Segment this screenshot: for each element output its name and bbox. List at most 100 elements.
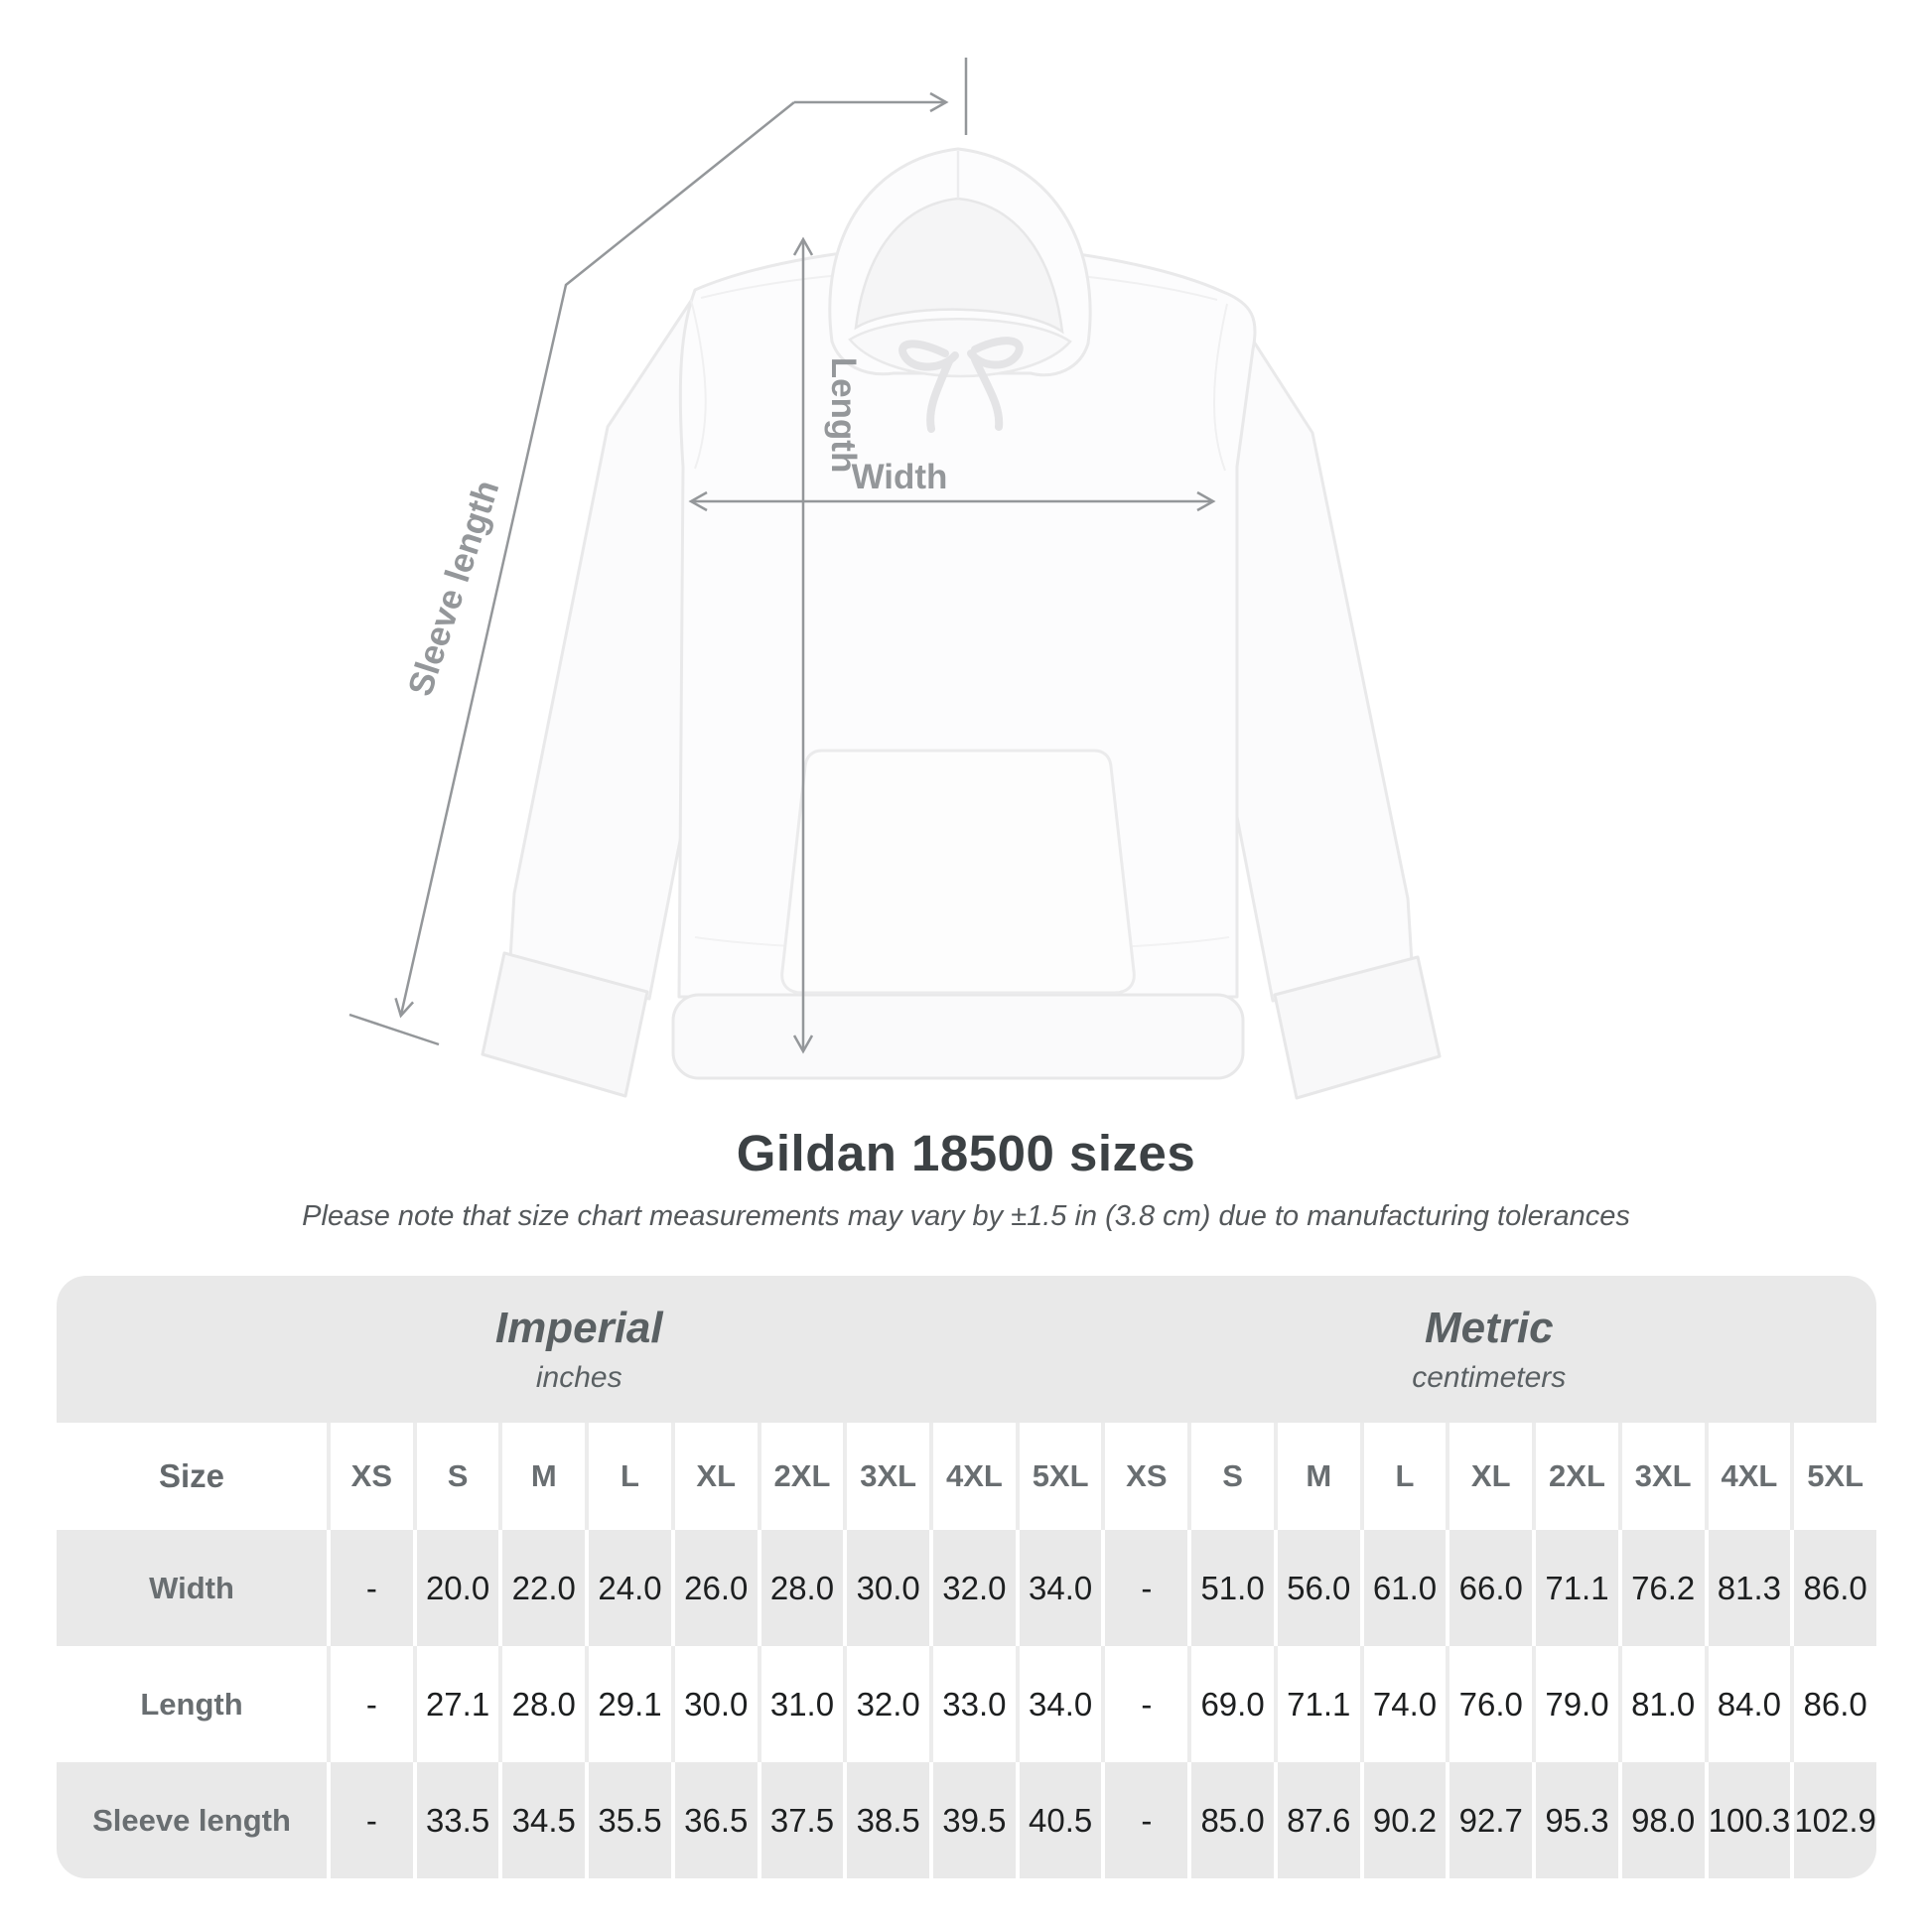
table-row-sleeve-length: Sleeve length -33.5 34.5 35.5 36.5 37.5 38.5 39… — [57, 1762, 1876, 1878]
table-cell: 28.0 — [757, 1530, 844, 1646]
hoodie-illustration: Length Width Sleeve length — [348, 58, 1442, 1100]
size-col-header-metric-3xl: 3XL — [1617, 1423, 1705, 1530]
size-col-header-imperial-4xl: 4XL — [929, 1423, 1016, 1530]
size-col-header-imperial-xl: XL — [670, 1423, 758, 1530]
table-cell: 102.9 — [1790, 1762, 1876, 1878]
left-cuff — [481, 951, 649, 1098]
table-cell: 76.0 — [1446, 1646, 1532, 1762]
table-cell: 28.0 — [498, 1646, 585, 1762]
kangaroo-pocket — [780, 749, 1136, 995]
size-col-header-metric-xs: XS — [1101, 1423, 1187, 1530]
size-col-header-imperial-2xl: 2XL — [757, 1423, 844, 1530]
table-cell: 39.5 — [929, 1762, 1016, 1878]
row-label: Length — [140, 1686, 243, 1722]
table-cell: 86.0 — [1790, 1530, 1876, 1646]
table-cell: 38.5 — [843, 1762, 929, 1878]
tolerance-note: Please note that size chart measurements… — [302, 1200, 1630, 1232]
table-cell: 85.0 — [1187, 1762, 1274, 1878]
table-cell: 81.0 — [1617, 1646, 1705, 1762]
size-col-header-metric-xl: XL — [1446, 1423, 1532, 1530]
size-col-header-imperial-m: M — [498, 1423, 585, 1530]
size-col-header-metric-2xl: 2XL — [1532, 1423, 1618, 1530]
table-cell: - — [1101, 1646, 1187, 1762]
table-cell: 69.0 — [1187, 1646, 1274, 1762]
table-cell: 76.2 — [1617, 1530, 1705, 1646]
length-label: Length — [824, 357, 863, 474]
size-col-header-imperial-l: L — [585, 1423, 671, 1530]
hoodie-garment — [481, 147, 1442, 1100]
cuff-tick — [348, 1013, 440, 1046]
size-col-header-imperial-xs: XS — [327, 1423, 413, 1530]
table-cell: 84.0 — [1704, 1646, 1791, 1762]
title-block: Gildan 18500 sizes Please note that size… — [0, 1124, 1932, 1233]
imperial-group-name: Imperial — [494, 1304, 663, 1352]
table-cell: 34.0 — [1015, 1646, 1102, 1762]
table-cell: 31.0 — [757, 1646, 844, 1762]
width-label: Width — [852, 458, 948, 496]
table-cell: 29.1 — [585, 1646, 671, 1762]
table-cell: - — [327, 1646, 413, 1762]
table-cell: 87.6 — [1273, 1762, 1360, 1878]
metric-group-header: Metric centimeters — [1102, 1276, 1877, 1423]
size-col-header-imperial-3xl: 3XL — [843, 1423, 929, 1530]
table-cell: 32.0 — [843, 1646, 929, 1762]
size-col-header-metric-5xl: 5XL — [1790, 1423, 1876, 1530]
table-cell: 34.5 — [498, 1762, 585, 1878]
table-cell: 36.5 — [670, 1762, 758, 1878]
table-cell: - — [327, 1530, 413, 1646]
table-row-width: Width -20.0 22.0 24.0 26.0 28.0 30.0 32.0 34.0-5… — [57, 1530, 1876, 1646]
table-cell: 33.5 — [412, 1762, 499, 1878]
size-col-header-metric-4xl: 4XL — [1704, 1423, 1791, 1530]
row-label: Sleeve length — [92, 1802, 291, 1838]
table-cell: 27.1 — [412, 1646, 499, 1762]
table-cell: 56.0 — [1273, 1530, 1360, 1646]
table-cell: 33.0 — [929, 1646, 1016, 1762]
imperial-group-unit: inches — [535, 1361, 622, 1394]
table-cell: 74.0 — [1359, 1646, 1447, 1762]
size-col-header-metric-l: L — [1359, 1423, 1447, 1530]
table-cell: 61.0 — [1359, 1530, 1447, 1646]
table-cell: 71.1 — [1273, 1646, 1360, 1762]
table-cell: 37.5 — [757, 1762, 844, 1878]
row-label: Width — [149, 1570, 234, 1605]
unit-group-row: Imperial inches Metric centimeters — [57, 1276, 1876, 1423]
table-cell: 71.1 — [1532, 1530, 1618, 1646]
size-header-row: Size XS S M L XL 2XL 3XL 4XL 5XL XS S M L XL 2XL 3XL 4XL… — [57, 1423, 1876, 1530]
size-col-header-metric-s: S — [1187, 1423, 1274, 1530]
table-cell: 32.0 — [929, 1530, 1016, 1646]
hoodie-figure: Length Width Sleeve length — [348, 58, 1442, 1100]
table-cell: 100.3 — [1704, 1762, 1791, 1878]
metric-group-name: Metric — [1424, 1304, 1554, 1352]
table-cell: 22.0 — [498, 1530, 585, 1646]
table-cell: 30.0 — [843, 1530, 929, 1646]
hem-band — [671, 993, 1245, 1080]
table-cell: 92.7 — [1446, 1762, 1532, 1878]
table-cell: 24.0 — [585, 1530, 671, 1646]
sleeve-length-arrow — [394, 101, 795, 1019]
right-cuff — [1273, 955, 1442, 1100]
size-col-header-imperial-s: S — [412, 1423, 499, 1530]
metric-group-unit: centimeters — [1412, 1361, 1567, 1394]
table-cell: 66.0 — [1446, 1530, 1532, 1646]
table-cell: 20.0 — [412, 1530, 499, 1646]
table-cell: 79.0 — [1532, 1646, 1618, 1762]
measurement-annotations — [348, 58, 1216, 1054]
table-cell: 40.5 — [1015, 1762, 1102, 1878]
size-col-header-imperial-5xl: 5XL — [1015, 1423, 1102, 1530]
table-cell: 95.3 — [1532, 1762, 1618, 1878]
size-table: Imperial inches Metric centimeters Size … — [57, 1276, 1876, 1878]
table-cell: 51.0 — [1187, 1530, 1274, 1646]
imperial-group-header: Imperial inches — [57, 1276, 1102, 1423]
table-cell: 34.0 — [1015, 1530, 1102, 1646]
table-cell: 86.0 — [1790, 1646, 1876, 1762]
table-cell: 81.3 — [1704, 1530, 1791, 1646]
table-cell: - — [1101, 1530, 1187, 1646]
table-cell: 35.5 — [585, 1762, 671, 1878]
size-column-title: Size — [158, 1457, 225, 1494]
size-col-header-metric-m: M — [1273, 1423, 1360, 1530]
page-title: Gildan 18500 sizes — [736, 1125, 1196, 1181]
table-cell: 26.0 — [670, 1530, 758, 1646]
table-cell: 98.0 — [1617, 1762, 1705, 1878]
table-cell: 90.2 — [1359, 1762, 1447, 1878]
